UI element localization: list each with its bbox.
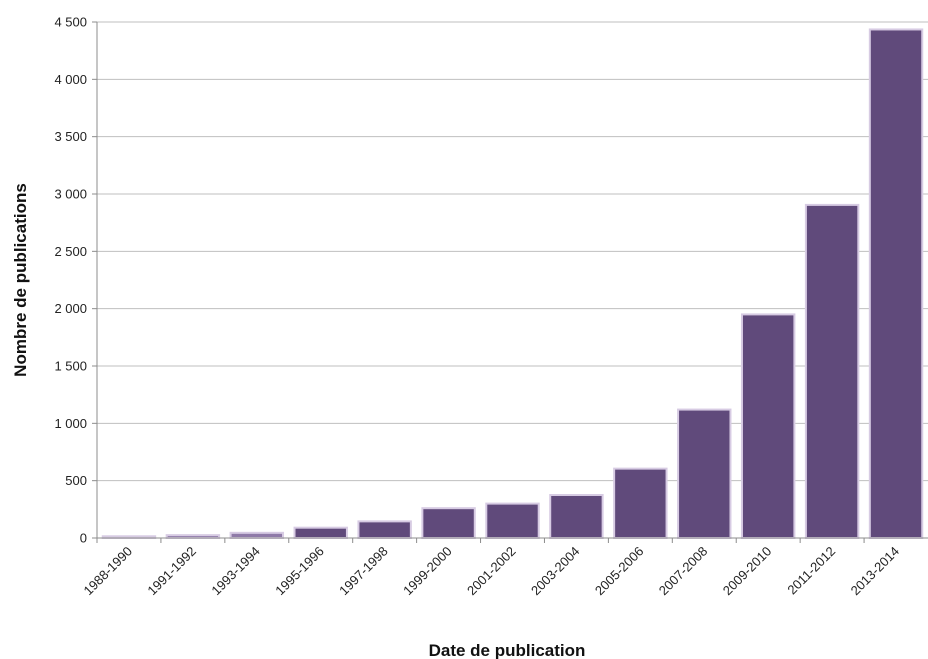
x-tick-label: 2011-2012 [784, 544, 838, 598]
bar-2007-2008 [677, 408, 732, 539]
y-tick-label: 4 000 [54, 72, 87, 87]
bar-2005-2006 [613, 467, 668, 540]
x-tick-label: 1988-1990 [81, 544, 136, 599]
x-tick-label: 2007-2008 [656, 544, 711, 599]
x-axis-title: Date de publication [429, 641, 586, 659]
x-tick-label: 1993-1994 [208, 544, 263, 599]
y-tick-label: 2 500 [54, 244, 87, 259]
x-tick-label: 2001-2002 [464, 544, 519, 599]
x-tick-label: 2009-2010 [720, 544, 775, 599]
bar-2013-2014 [868, 28, 924, 539]
y-tick-label: 0 [80, 531, 87, 546]
x-tick-label: 1995-1996 [272, 544, 327, 599]
y-axis-title: Nombre de publications [11, 183, 30, 377]
y-tick-label: 3 000 [54, 187, 87, 202]
y-tick-label: 1 000 [54, 416, 87, 431]
y-tick-labels: 0 500 1 000 1 500 2 000 2 500 3 000 3 500 4 000 4… [54, 15, 87, 546]
y-tick-label: 500 [65, 473, 87, 488]
bars [96, 28, 924, 543]
axes [96, 22, 928, 539]
x-tick-label: 1991-1992 [144, 544, 199, 599]
x-tick-label: 2013-2014 [848, 544, 903, 599]
x-tick-labels: 1988-1990 1991-1992 1993-1994 1995-1996 1997… [81, 544, 903, 599]
bar-1995-1996 [293, 526, 348, 539]
x-tick-label: 2003-2004 [528, 544, 583, 599]
bar-2009-2010 [740, 313, 796, 539]
y-tick-label: 2 000 [54, 301, 87, 316]
bar-1993-1994 [229, 531, 285, 540]
gridlines [92, 21, 928, 539]
bar-2001-2002 [485, 502, 540, 540]
bar-1997-1998 [357, 520, 412, 540]
x-tick-label: 1999-2000 [400, 544, 455, 599]
bar-2011-2012 [804, 203, 860, 539]
bar-2003-2004 [549, 494, 604, 539]
x-tick-label: 1997-1998 [336, 544, 391, 599]
bar-1999-2000 [421, 507, 476, 540]
y-tick-label: 4 500 [54, 15, 87, 30]
x-tick-label: 2005-2006 [592, 544, 647, 599]
y-tick-label: 1 500 [54, 359, 87, 374]
y-tick-label: 3 500 [54, 129, 87, 144]
